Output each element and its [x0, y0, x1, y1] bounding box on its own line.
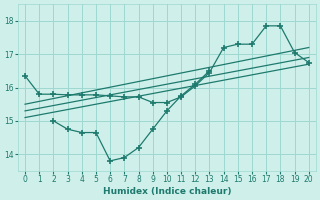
X-axis label: Humidex (Indice chaleur): Humidex (Indice chaleur): [103, 187, 231, 196]
